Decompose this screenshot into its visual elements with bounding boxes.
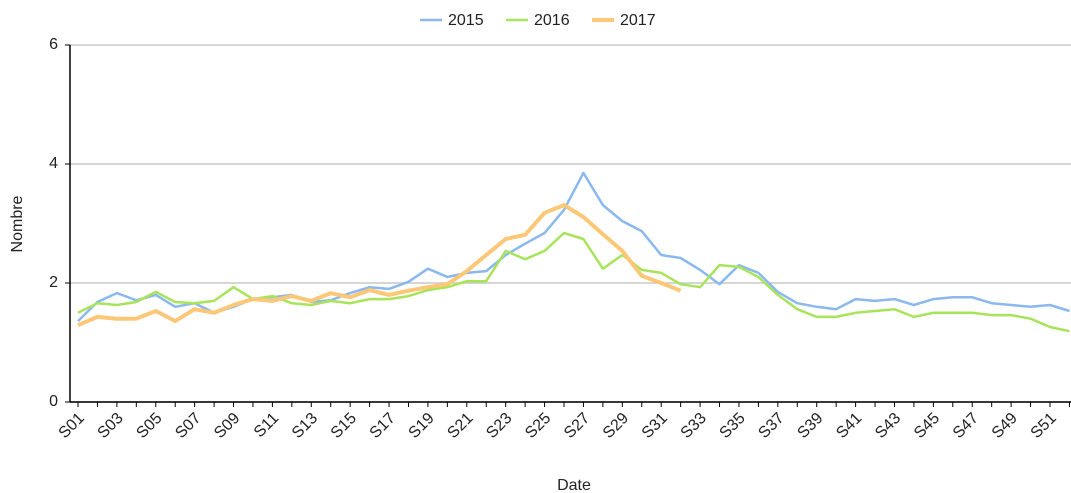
- legend-label: 2016: [534, 12, 570, 29]
- x-tick-label: S47: [950, 410, 982, 442]
- x-tick-label: S07: [172, 410, 204, 442]
- x-tick-label: S51: [1028, 410, 1060, 442]
- y-tick-label: 6: [49, 36, 58, 53]
- x-tick-label: S09: [211, 410, 243, 442]
- legend-label: 2015: [448, 12, 484, 29]
- y-tick-label: 0: [49, 393, 58, 410]
- x-tick-label: S27: [561, 410, 593, 442]
- x-tick-label: S39: [794, 410, 826, 442]
- data-line: [77, 203, 682, 328]
- x-tick-label: S43: [872, 410, 904, 442]
- legend-label: 2017: [620, 12, 656, 29]
- x-tick-label: S35: [717, 410, 749, 442]
- y-tick-label: 4: [49, 155, 58, 172]
- x-tick-label: S05: [133, 410, 165, 442]
- x-tick-label: S13: [289, 410, 321, 442]
- x-tick-label: S29: [600, 410, 632, 442]
- x-tick-label: S19: [406, 410, 438, 442]
- y-axis-label: Nombre: [9, 195, 26, 252]
- x-tick-label: S23: [483, 410, 515, 442]
- x-tick-label: S37: [756, 410, 788, 442]
- x-tick-label: S17: [367, 410, 399, 442]
- x-tick-label: S01: [56, 410, 88, 442]
- x-axis-label: Date: [557, 477, 591, 493]
- x-tick-label: S31: [639, 410, 671, 442]
- x-tick-label: S15: [328, 410, 360, 442]
- x-tick-label: S49: [989, 410, 1021, 442]
- x-tick-label: S45: [911, 410, 943, 442]
- x-tick-label: S41: [833, 410, 865, 442]
- x-tick-label: S33: [678, 410, 710, 442]
- x-tick-label: S25: [522, 410, 554, 442]
- x-tick-label: S11: [251, 410, 282, 441]
- data-line: [77, 231, 1070, 333]
- y-tick-label: 2: [49, 274, 58, 291]
- data-line: [77, 171, 1070, 322]
- x-tick-label: S21: [444, 410, 476, 442]
- x-tick-label: S03: [95, 410, 127, 442]
